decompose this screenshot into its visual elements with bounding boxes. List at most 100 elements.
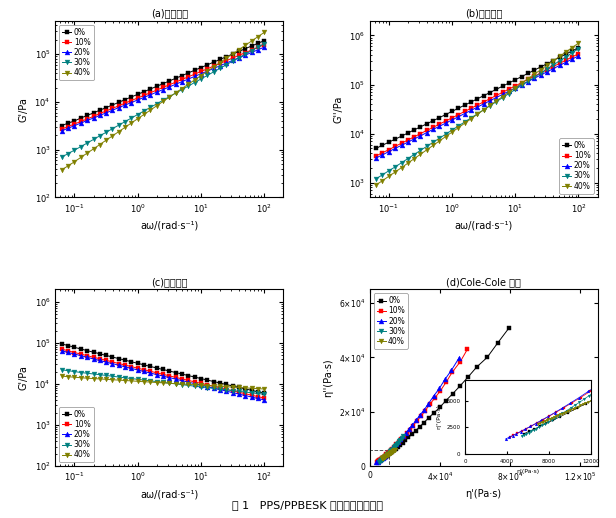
- 20%: [140, 94, 148, 100]
- 0%: [128, 358, 135, 365]
- 0%: [261, 37, 268, 44]
- 40%: [261, 386, 268, 392]
- 20%: [511, 85, 519, 91]
- 40%: [185, 381, 192, 387]
- 40%: [204, 68, 211, 75]
- Title: (c)复数黏度: (c)复数黏度: [151, 277, 188, 287]
- 30%: [499, 94, 506, 100]
- 40%: [84, 375, 91, 381]
- 40%: [455, 125, 462, 131]
- 20%: [254, 47, 262, 53]
- 20%: [166, 84, 173, 90]
- 40%: [147, 107, 154, 113]
- 10%: [77, 118, 84, 124]
- 20%: [235, 391, 243, 397]
- 0%: [410, 127, 418, 133]
- Legend: 0%, 10%, 20%, 30%, 40%: 0%, 10%, 20%, 30%, 40%: [59, 24, 94, 80]
- 10%: [391, 443, 398, 450]
- 0%: [254, 388, 262, 395]
- 10%: [160, 84, 167, 91]
- 20%: [378, 455, 385, 462]
- 20%: [389, 445, 396, 452]
- 10%: [562, 57, 570, 63]
- 0%: [436, 114, 443, 121]
- 40%: [96, 376, 103, 382]
- 0%: [394, 444, 402, 450]
- 30%: [71, 368, 78, 375]
- 40%: [134, 378, 142, 384]
- 10%: [235, 52, 243, 59]
- 40%: [254, 385, 262, 392]
- 0%: [90, 349, 97, 355]
- 30%: [376, 458, 383, 465]
- 20%: [423, 130, 431, 136]
- 30%: [543, 66, 551, 72]
- 30%: [387, 448, 395, 454]
- 20%: [375, 458, 382, 464]
- 40%: [389, 449, 396, 455]
- 30%: [376, 458, 384, 464]
- 10%: [108, 105, 116, 111]
- Line: 30%: 30%: [377, 434, 406, 464]
- Title: (a)储能模量: (a)储能模量: [151, 9, 188, 19]
- 0%: [172, 369, 179, 376]
- 30%: [392, 442, 400, 448]
- 0%: [423, 121, 431, 127]
- 30%: [77, 143, 84, 150]
- 30%: [96, 133, 103, 139]
- 0%: [115, 99, 123, 106]
- 30%: [468, 115, 475, 121]
- 20%: [391, 443, 398, 450]
- 20%: [562, 59, 570, 65]
- Line: 40%: 40%: [59, 373, 267, 392]
- 0%: [222, 381, 230, 387]
- 40%: [153, 103, 160, 109]
- 0%: [383, 453, 391, 459]
- 0%: [147, 86, 154, 92]
- 40%: [210, 64, 217, 70]
- 40%: [222, 384, 230, 390]
- 20%: [499, 91, 506, 97]
- 0%: [241, 386, 249, 392]
- 10%: [377, 456, 384, 462]
- 0%: [388, 449, 395, 455]
- 0%: [58, 122, 65, 128]
- 20%: [569, 56, 576, 62]
- 0%: [261, 390, 268, 396]
- 10%: [90, 354, 97, 361]
- 30%: [389, 445, 397, 452]
- 20%: [84, 117, 91, 123]
- 30%: [391, 164, 399, 170]
- 40%: [241, 385, 249, 391]
- 40%: [381, 453, 389, 459]
- 0%: [405, 434, 412, 440]
- 0%: [404, 130, 411, 136]
- 30%: [84, 370, 91, 377]
- 40%: [436, 138, 443, 144]
- 40%: [65, 163, 72, 169]
- 20%: [549, 66, 557, 72]
- 30%: [96, 371, 103, 378]
- 30%: [575, 46, 582, 52]
- 30%: [197, 76, 205, 82]
- 10%: [505, 86, 513, 92]
- 0%: [506, 324, 513, 330]
- 20%: [108, 361, 116, 367]
- 20%: [537, 72, 544, 78]
- 10%: [404, 137, 411, 143]
- 20%: [77, 120, 84, 126]
- 10%: [397, 436, 405, 442]
- 30%: [128, 115, 135, 121]
- 40%: [380, 454, 387, 461]
- 10%: [384, 450, 391, 456]
- 20%: [543, 69, 551, 75]
- 0%: [448, 108, 456, 114]
- 0%: [58, 341, 65, 347]
- 0%: [456, 383, 464, 389]
- 0%: [191, 67, 198, 74]
- 40%: [385, 173, 392, 179]
- 10%: [387, 447, 394, 453]
- 20%: [191, 73, 198, 79]
- 30%: [524, 78, 532, 84]
- 30%: [393, 441, 400, 447]
